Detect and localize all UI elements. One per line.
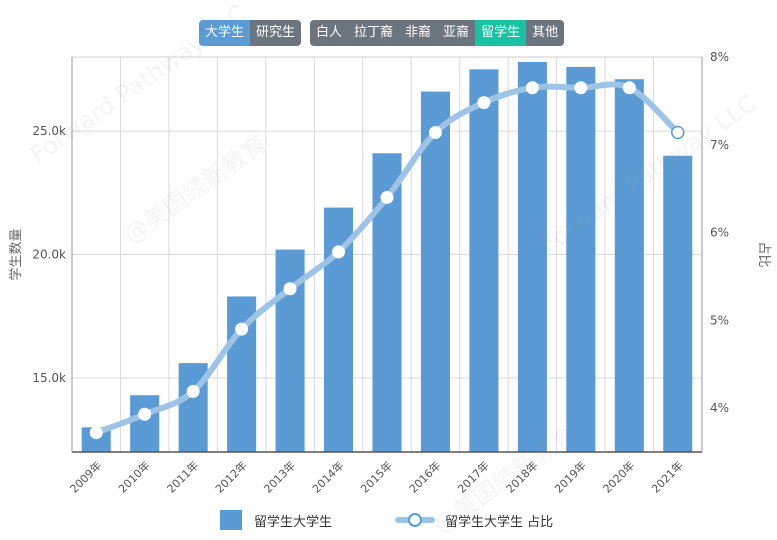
share-point-2014年 bbox=[332, 245, 346, 259]
share-point-2010年 bbox=[138, 407, 152, 421]
legend: 留学生大学生 留学生大学生 占比 bbox=[0, 508, 777, 532]
x-tick-label: 2013年 bbox=[261, 458, 298, 495]
other-button[interactable]: 其他 bbox=[526, 20, 565, 46]
x-tick-label: 2016年 bbox=[406, 458, 443, 495]
share-point-2015年 bbox=[380, 190, 394, 204]
bar-2020年 bbox=[614, 79, 644, 452]
latino-button[interactable]: 拉丁裔 bbox=[348, 20, 400, 46]
legend-item-bar[interactable]: 留学生大学生 bbox=[220, 508, 332, 532]
x-tick-label: 2017年 bbox=[455, 458, 492, 495]
african-american-button[interactable]: 非裔 bbox=[399, 20, 438, 46]
line-layer bbox=[89, 81, 685, 440]
y2-tick-label: 7% bbox=[710, 138, 729, 152]
international-button[interactable]: 留学生 bbox=[475, 20, 527, 46]
share-point-2017年 bbox=[477, 96, 491, 110]
white-button[interactable]: 白人 bbox=[310, 20, 349, 46]
x-tick-label: 2014年 bbox=[309, 458, 346, 495]
share-point-2020年 bbox=[622, 81, 636, 95]
share-point-2009年 bbox=[89, 426, 103, 440]
x-tick-label: 2012年 bbox=[212, 458, 249, 495]
legend-item-line[interactable]: 留学生大学生 占比 bbox=[395, 508, 553, 532]
undergraduate-button[interactable]: 大学生 bbox=[199, 20, 251, 46]
y2-tick-label: 6% bbox=[710, 226, 729, 240]
share-point-2016年 bbox=[428, 125, 442, 139]
level-button-group: 大学生 研究生 bbox=[199, 20, 302, 46]
y-tick-label: 20.0k bbox=[32, 248, 66, 262]
x-tick-label: 2011年 bbox=[164, 458, 201, 495]
combo-chart: 15.0k 20.0k 25.0k 4% 5% 6% 7% 8% 2009年 2010年 2011年… bbox=[8, 50, 771, 496]
bar-2019年 bbox=[566, 66, 596, 452]
bar-2017年 bbox=[469, 69, 499, 452]
graduate-button[interactable]: 研究生 bbox=[250, 20, 302, 46]
bar-2016年 bbox=[420, 91, 450, 452]
y-tick-label: 25.0k bbox=[32, 124, 66, 138]
y2-tick-label: 8% bbox=[710, 50, 729, 64]
bar-2010年 bbox=[130, 395, 160, 452]
race-button-group: 白人 拉丁裔 非裔 亚裔 留学生 其他 bbox=[310, 20, 565, 46]
share-point-2018年 bbox=[525, 81, 539, 95]
share-point-2011年 bbox=[186, 384, 200, 398]
x-tick-label: 2015年 bbox=[358, 458, 395, 495]
x-tick-label: 2020年 bbox=[600, 458, 637, 495]
bar-2021年 bbox=[663, 155, 693, 452]
y2-axis-title: 占比 bbox=[756, 241, 771, 267]
bar-2018年 bbox=[517, 61, 547, 452]
legend-bar-swatch-icon bbox=[220, 510, 242, 530]
x-tick-label: 2018年 bbox=[503, 458, 540, 495]
legend-line-swatch-icon bbox=[395, 510, 435, 530]
bar-layer bbox=[81, 61, 693, 452]
share-point-2012年 bbox=[235, 322, 249, 336]
legend-line-label: 留学生大学生 占比 bbox=[445, 514, 554, 530]
share-point-2021年 bbox=[671, 125, 685, 140]
x-tick-label: 2021年 bbox=[648, 458, 685, 495]
y2-tick-label: 4% bbox=[710, 401, 729, 415]
y-tick-label: 15.0k bbox=[32, 371, 66, 385]
y2-tick-label: 5% bbox=[710, 313, 729, 327]
y-axis-title: 学生数量 bbox=[8, 228, 24, 280]
x-tick-label: 2019年 bbox=[551, 458, 588, 495]
x-tick-label: 2009年 bbox=[67, 458, 104, 495]
legend-bar-label: 留学生大学生 bbox=[254, 514, 333, 530]
share-point-2019年 bbox=[574, 81, 588, 95]
x-tick-label: 2010年 bbox=[115, 458, 152, 495]
share-point-2013年 bbox=[283, 282, 297, 296]
asian-button[interactable]: 亚裔 bbox=[437, 20, 476, 46]
